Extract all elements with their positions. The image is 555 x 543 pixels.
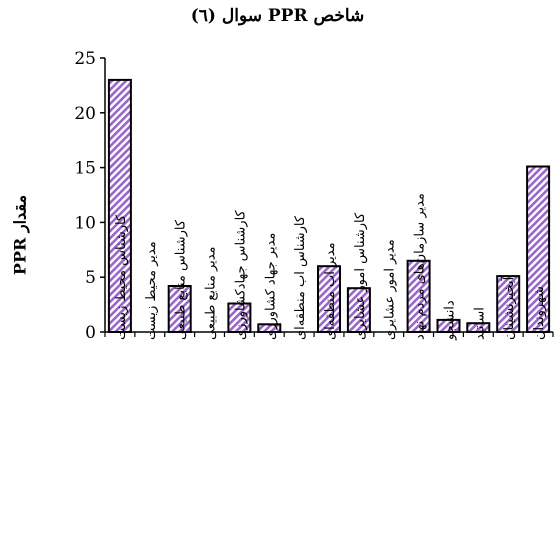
- x-tick-label: مدیر محیط زیست: [144, 241, 159, 340]
- x-tick-label: کارشناس جهادکشاورزی: [233, 209, 248, 340]
- x-tick-label: کارشناس منابع طبیعی: [174, 219, 189, 340]
- x-tick-label: کارشناس امور عشایری: [353, 212, 368, 340]
- x-tick-label: شهروندان: [532, 286, 547, 340]
- y-tick-label: 0: [85, 323, 96, 343]
- y-tick-label: 25: [74, 49, 96, 69]
- y-tick-label: 5: [85, 268, 96, 288]
- y-tick-label: 15: [74, 159, 96, 179]
- y-tick-label: 20: [74, 104, 96, 124]
- x-tick-label: کارشناس اب منطقه‌ای: [293, 215, 308, 340]
- x-tick-label: مدیر سازمان‌های مردم نهاد: [413, 193, 428, 340]
- y-tick-label: 10: [74, 213, 96, 233]
- x-tick-label: مدیر جهاد کشاورزی: [263, 233, 278, 340]
- x-tick-label: مدیر منابع طبیعی: [204, 246, 219, 340]
- chart-title: شاخص PPR سوال (٦): [190, 6, 365, 26]
- x-tick-label: کارشناس محیط زیست: [114, 214, 129, 340]
- x-tick-label: آبخیزنشینان: [500, 275, 517, 340]
- plot-area: 0 5 10 15 20 25 کارشناس محیط زیست مدیر محیط زیس…: [74, 49, 554, 343]
- x-tick-label: مدیر امور عشایری: [383, 239, 398, 340]
- x-tick-label: دانشجو: [442, 300, 457, 341]
- x-tick-label: اساتید: [472, 307, 487, 340]
- x-tick-label: مدیر اب منطقه‌ای: [323, 242, 338, 340]
